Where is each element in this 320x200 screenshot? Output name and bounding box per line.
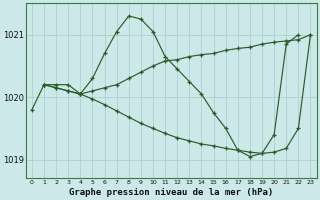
X-axis label: Graphe pression niveau de la mer (hPa): Graphe pression niveau de la mer (hPa) [69, 188, 273, 197]
